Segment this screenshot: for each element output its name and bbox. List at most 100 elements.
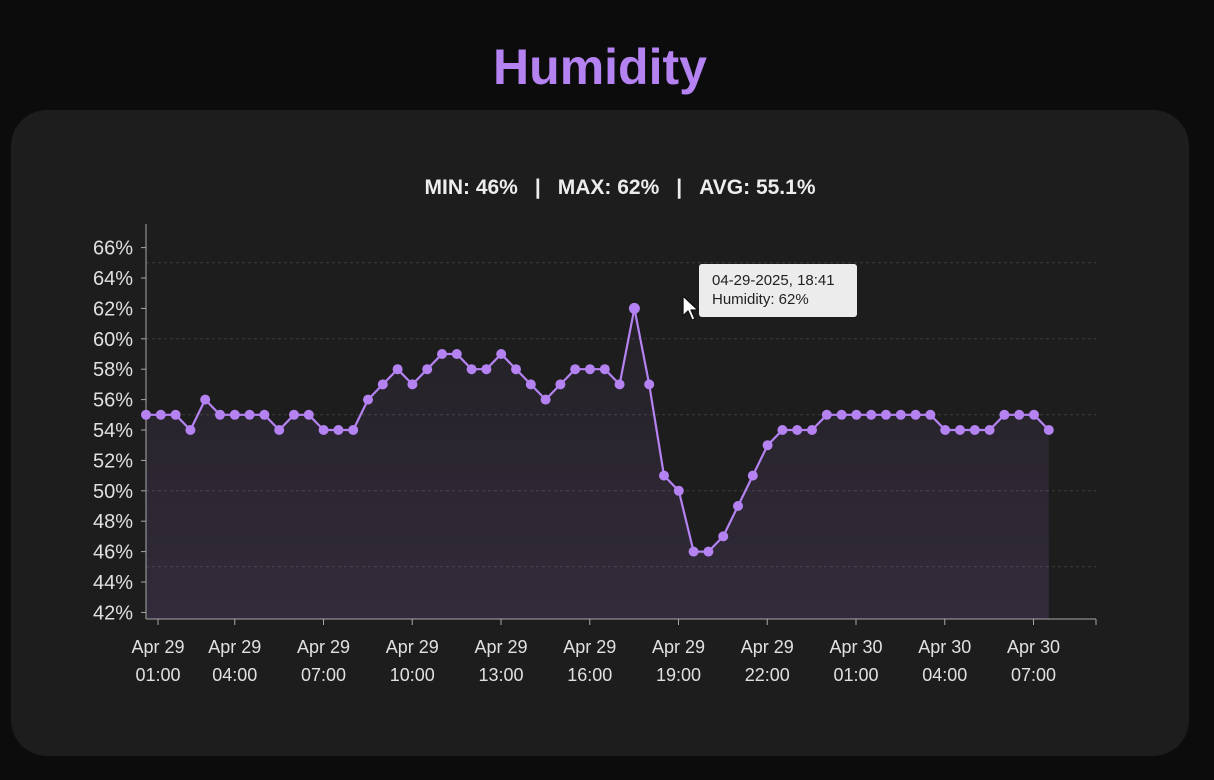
stat-separator: | xyxy=(676,176,683,199)
x-tick-label: 04:00 xyxy=(212,665,257,685)
data-point xyxy=(437,349,447,359)
x-tick-label: 10:00 xyxy=(390,665,435,685)
x-tick-label: 16:00 xyxy=(567,665,612,685)
data-point xyxy=(895,409,906,420)
data-point xyxy=(200,394,211,405)
data-point xyxy=(599,364,610,375)
y-tick-label: 42% xyxy=(93,602,133,624)
data-point xyxy=(348,425,359,435)
x-tick-label: 07:00 xyxy=(301,665,346,685)
x-tick-label: Apr 29 xyxy=(131,637,184,657)
data-point xyxy=(851,409,862,420)
data-point xyxy=(155,409,166,420)
data-point xyxy=(910,409,921,420)
data-point xyxy=(955,425,965,435)
data-point xyxy=(244,409,255,420)
x-tick-label: 01:00 xyxy=(135,665,180,685)
page-title: Humidity xyxy=(493,39,707,95)
y-tick-label: 64% xyxy=(93,268,133,290)
data-point xyxy=(525,379,536,390)
y-tick-label: 54% xyxy=(93,420,133,442)
data-point xyxy=(555,379,566,390)
data-point xyxy=(333,425,344,435)
x-tick-label: Apr 30 xyxy=(1007,637,1060,657)
data-point xyxy=(925,409,936,420)
data-point xyxy=(866,409,877,420)
x-tick-label: Apr 29 xyxy=(386,637,439,657)
data-point xyxy=(733,501,743,511)
x-tick-label: Apr 29 xyxy=(208,637,261,657)
data-point xyxy=(511,364,521,375)
data-point xyxy=(881,409,891,420)
data-point xyxy=(984,425,995,435)
x-tick-label: 13:00 xyxy=(478,665,523,685)
data-point xyxy=(481,364,492,375)
x-tick-label: 22:00 xyxy=(745,665,790,685)
data-point xyxy=(747,470,758,481)
y-tick-label: 60% xyxy=(93,329,133,351)
data-point xyxy=(999,409,1010,420)
y-tick-label: 52% xyxy=(93,450,133,472)
data-point xyxy=(407,379,418,390)
data-point xyxy=(170,409,181,420)
x-tick-label: Apr 30 xyxy=(829,637,882,657)
chart-tooltip: 04-29-2025, 18:41 Humidity: 62% xyxy=(699,264,857,317)
x-tick-label: 19:00 xyxy=(656,665,701,685)
x-tick-label: Apr 29 xyxy=(297,637,350,657)
y-tick-label: 50% xyxy=(93,481,133,503)
tooltip-value: Humidity: 62% xyxy=(712,291,809,308)
y-tick-label: 46% xyxy=(93,542,133,564)
x-tick-label: Apr 29 xyxy=(741,637,794,657)
data-point xyxy=(1029,409,1039,420)
data-point xyxy=(422,364,433,375)
data-point xyxy=(628,302,640,314)
x-tick-label: Apr 29 xyxy=(652,637,705,657)
data-point xyxy=(585,364,595,375)
x-tick-label: Apr 29 xyxy=(474,637,527,657)
y-tick-label: 62% xyxy=(93,298,133,320)
data-point xyxy=(570,364,581,375)
data-point xyxy=(451,349,462,359)
data-point xyxy=(303,409,314,420)
data-point xyxy=(392,364,403,375)
data-point xyxy=(688,546,699,557)
data-point xyxy=(659,470,669,481)
data-point xyxy=(141,409,151,420)
data-point xyxy=(496,349,507,359)
mouse-cursor-icon xyxy=(682,295,699,321)
data-point xyxy=(969,425,980,435)
data-point xyxy=(1043,425,1054,435)
y-tick-label: 66% xyxy=(93,238,133,260)
stat-min: MIN: 46% xyxy=(424,176,518,199)
data-point xyxy=(466,364,477,375)
data-point xyxy=(1014,409,1025,420)
stat-avg: AVG: 55.1% xyxy=(699,176,816,199)
data-point xyxy=(821,409,832,420)
y-tick-label: 48% xyxy=(93,511,133,533)
x-tick-label: 04:00 xyxy=(922,665,967,685)
data-point xyxy=(363,394,373,405)
data-point xyxy=(792,425,803,435)
data-point xyxy=(673,485,684,496)
data-point xyxy=(614,379,625,390)
y-tick-label: 58% xyxy=(93,359,133,381)
data-point xyxy=(836,409,847,420)
data-point xyxy=(289,409,299,420)
data-point xyxy=(940,425,951,435)
data-point xyxy=(185,425,196,435)
x-tick-label: 07:00 xyxy=(1011,665,1056,685)
data-point xyxy=(229,409,240,420)
data-point xyxy=(644,379,655,390)
x-tick-label: 01:00 xyxy=(833,665,878,685)
data-point xyxy=(274,425,285,435)
data-point xyxy=(259,409,270,420)
data-point xyxy=(777,425,788,435)
data-point xyxy=(540,394,551,405)
series-area xyxy=(146,308,1049,619)
data-point xyxy=(215,409,225,420)
stat-separator: | xyxy=(534,176,541,199)
tooltip-date: 04-29-2025, 18:41 xyxy=(712,272,835,289)
data-point xyxy=(807,425,817,435)
stats-summary: MIN: 46% | MAX: 62% | AVG: 55.1% xyxy=(0,176,1214,200)
